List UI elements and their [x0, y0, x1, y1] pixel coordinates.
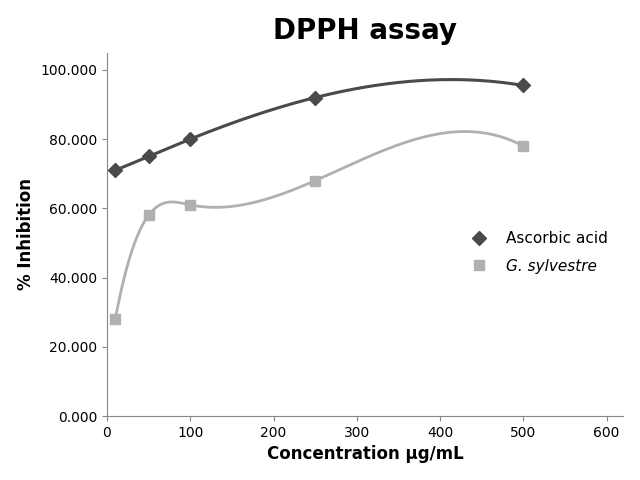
Ascorbic acid: [145, 154, 152, 159]
G. sylvestre: [520, 143, 527, 149]
G. sylvestre: [111, 316, 119, 322]
Ascorbic acid: [311, 95, 319, 100]
X-axis label: Concentration µg/mL: Concentration µg/mL: [267, 445, 463, 463]
Line: G. sylvestre: G. sylvestre: [111, 141, 528, 324]
Line: Ascorbic acid: Ascorbic acid: [111, 81, 528, 175]
G. sylvestre: [186, 202, 194, 208]
G. sylvestre: [311, 178, 319, 183]
G. sylvestre: [145, 212, 152, 218]
Y-axis label: % Inhibition: % Inhibition: [17, 178, 35, 290]
Ascorbic acid: [520, 83, 527, 88]
Ascorbic acid: [111, 168, 119, 173]
Legend: Ascorbic acid, G. sylvestre: Ascorbic acid, G. sylvestre: [456, 224, 616, 281]
Title: DPPH assay: DPPH assay: [273, 17, 457, 45]
Ascorbic acid: [186, 136, 194, 142]
